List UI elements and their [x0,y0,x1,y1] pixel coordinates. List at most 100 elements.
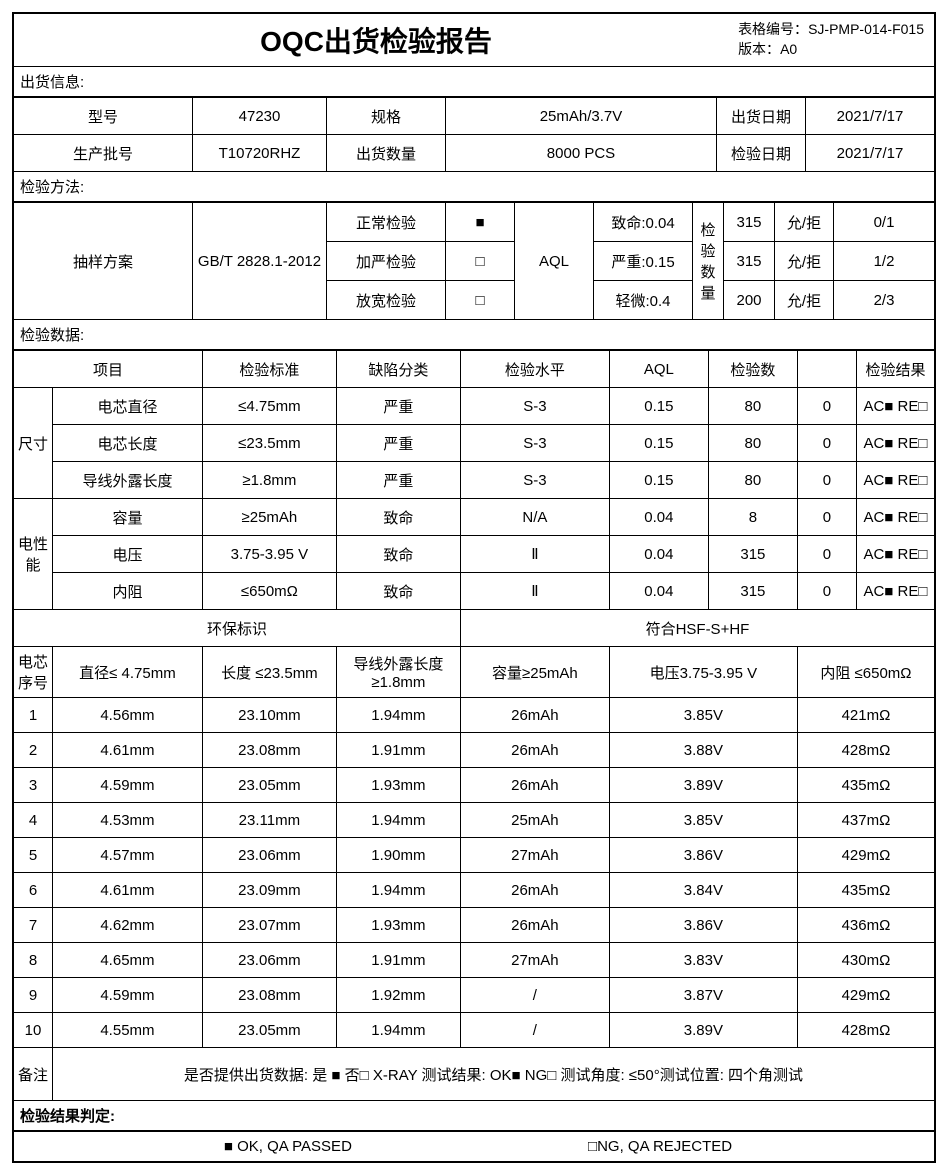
s-w: 1.91mm [336,733,460,768]
item-lvl: N/A [460,499,609,536]
s-c: / [460,978,609,1013]
item-name: 导线外露长度 [53,462,203,499]
seq-label: 电芯序号 [14,647,53,698]
method-label: 检验方法: [14,172,934,202]
acrj-2: 允/拒 [775,242,834,281]
col-result: 检验结果 [856,351,934,388]
env-val: 符合HSF-S+HF [460,610,934,647]
s-r: 437mΩ [797,803,934,838]
loose-mark: □ [446,281,515,320]
sh5: 电压3.75-3.95 V [609,647,797,698]
data-row: 尺寸电芯直径≤4.75mm严重S-30.15800AC■ RE□ [14,388,934,425]
s-i: 3 [14,768,53,803]
sample-row: 64.61mm23.09mm1.94mm26mAh3.84V435mΩ [14,873,934,908]
s-i: 2 [14,733,53,768]
minor: 轻微:0.4 [594,281,693,320]
env-label: 环保标识 [14,610,460,647]
s-w: 1.93mm [336,908,460,943]
item-std: ≤23.5mm [202,425,336,462]
verdict-label: 检验结果判定: [14,1101,934,1131]
data-label: 检验数据: [14,320,934,350]
s-l: 23.09mm [202,873,336,908]
tight-mark: □ [446,242,515,281]
tight-label: 加严检验 [327,242,446,281]
version-label: 版本： [738,41,780,57]
r1: 0/1 [834,203,935,242]
s-d: 4.57mm [53,838,203,873]
s-w: 1.92mm [336,978,460,1013]
s-c: 27mAh [460,943,609,978]
data-row: 导线外露长度≥1.8mm严重S-30.15800AC■ RE□ [14,462,934,499]
s-l: 23.08mm [202,978,336,1013]
s-l: 23.07mm [202,908,336,943]
item-name: 电芯长度 [53,425,203,462]
lot-label: 生产批号 [14,135,193,172]
item-lvl: Ⅱ [460,536,609,573]
insp-qty-label: 检验数量 [693,203,724,320]
s-r: 428mΩ [797,733,934,768]
s-l: 23.06mm [202,943,336,978]
s-d: 4.61mm [53,873,203,908]
s-c: 26mAh [460,768,609,803]
item-n: 315 [708,573,797,610]
item-aql: 0.04 [609,499,708,536]
s-i: 1 [14,698,53,733]
s-v: 3.86V [609,838,797,873]
col-item: 项目 [14,351,202,388]
data-row: 电芯长度≤23.5mm严重S-30.15800AC■ RE□ [14,425,934,462]
col-n: 检验数 [708,351,797,388]
s-c: 25mAh [460,803,609,838]
item-c: 0 [797,499,856,536]
normal-mark: ■ [446,203,515,242]
item-std: ≤650mΩ [202,573,336,610]
item-std: 3.75-3.95 V [202,536,336,573]
item-c: 0 [797,536,856,573]
s-d: 4.56mm [53,698,203,733]
data-row: 电性能容量≥25mAh致命N/A0.0480AC■ RE□ [14,499,934,536]
s-c: 26mAh [460,698,609,733]
item-aql: 0.15 [609,462,708,499]
s-r: 421mΩ [797,698,934,733]
s-r: 429mΩ [797,838,934,873]
verdict-row: ■ OK, QA PASSED □NG, QA REJECTED [14,1131,934,1161]
item-res: AC■ RE□ [856,499,934,536]
item-c: 0 [797,388,856,425]
s-i: 9 [14,978,53,1013]
s-v: 3.85V [609,698,797,733]
item-def: 严重 [336,462,460,499]
s-i: 8 [14,943,53,978]
report-container: OQC出货检验报告 表格编号：SJ-PMP-014-F015 版本：A0 出货信… [12,12,936,1163]
item-lvl: S-3 [460,462,609,499]
s-r: 429mΩ [797,978,934,1013]
s-v: 3.87V [609,978,797,1013]
item-std: ≥1.8mm [202,462,336,499]
item-name: 容量 [53,499,203,536]
r2: 1/2 [834,242,935,281]
s-c: 27mAh [460,838,609,873]
acrj-3: 允/拒 [775,281,834,320]
s-v: 3.84V [609,873,797,908]
s-r: 435mΩ [797,768,934,803]
sample-row: 14.56mm23.10mm1.94mm26mAh3.85V421mΩ [14,698,934,733]
report-title: OQC出货检验报告 [14,20,738,60]
item-c: 0 [797,425,856,462]
item-lvl: S-3 [460,388,609,425]
item-res: AC■ RE□ [856,536,934,573]
form-no: SJ-PMP-014-F015 [808,21,924,37]
item-def: 严重 [336,388,460,425]
s-w: 1.94mm [336,1013,460,1048]
data-row: 内阻≤650mΩ致命Ⅱ0.043150AC■ RE□ [14,573,934,610]
s-c: 26mAh [460,733,609,768]
insp-date-value: 2021/7/17 [806,135,935,172]
report-header: OQC出货检验报告 表格编号：SJ-PMP-014-F015 版本：A0 [14,14,934,67]
insp-date-label: 检验日期 [717,135,806,172]
ship-info-table: 型号 47230 规格 25mAh/3.7V 出货日期 2021/7/17 生产… [14,97,934,172]
s-w: 1.94mm [336,698,460,733]
model-value: 47230 [193,98,327,135]
col-aql: AQL [609,351,708,388]
sh3: 导线外露长度 ≥1.8mm [336,647,460,698]
ship-date-value: 2021/7/17 [806,98,935,135]
n1: 315 [724,203,775,242]
sh1: 直径≤ 4.75mm [53,647,203,698]
item-std: ≥25mAh [202,499,336,536]
